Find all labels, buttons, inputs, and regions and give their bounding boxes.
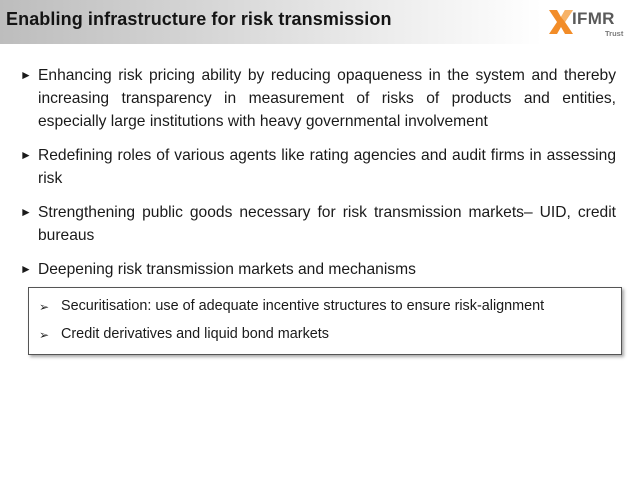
bullet-text: Deepening risk transmission markets and … — [38, 261, 416, 278]
bullet-arrow-icon: ► — [20, 205, 32, 219]
bullet-arrow-icon: ► — [20, 262, 32, 276]
bullet-item: ► Redefining roles of various agents lik… — [20, 144, 616, 190]
bullet-text: Strengthening public goods necessary for… — [38, 204, 616, 244]
sub-bullet-arrow-icon: ➢ — [39, 300, 50, 314]
bullet-list: ► Enhancing risk pricing ability by redu… — [20, 64, 622, 355]
sub-bullet-text: Credit derivatives and liquid bond marke… — [61, 326, 329, 342]
ifmr-cross-logo-icon — [549, 10, 573, 34]
slide-title: Enabling infrastructure for risk transmi… — [6, 9, 392, 29]
bullet-item: ► Strengthening public goods necessary f… — [20, 201, 616, 247]
bullet-text: Enhancing risk pricing ability by reduci… — [38, 67, 616, 130]
sub-bullet-arrow-icon: ➢ — [39, 328, 50, 342]
title-bar: Enabling infrastructure for risk transmi… — [0, 0, 638, 44]
logo-name: IFMR — [572, 9, 615, 28]
bullet-arrow-icon: ► — [20, 68, 32, 82]
sub-bullet-item: ➢ Credit derivatives and liquid bond mar… — [29, 324, 621, 344]
ifmr-logo: IFMR Trust — [546, 4, 630, 42]
bullet-text: Redefining roles of various agents like … — [38, 147, 616, 187]
sub-bullet-box: ➢ Securitisation: use of adequate incent… — [28, 287, 622, 355]
bullet-item: ► Enhancing risk pricing ability by redu… — [20, 64, 616, 133]
logo-subtitle: Trust — [605, 29, 624, 38]
sub-bullet-text: Securitisation: use of adequate incentiv… — [61, 298, 545, 314]
bullet-arrow-icon: ► — [20, 148, 32, 162]
sub-bullet-item: ➢ Securitisation: use of adequate incent… — [29, 296, 621, 316]
bullet-item: ► Deepening risk transmission markets an… — [20, 258, 616, 281]
